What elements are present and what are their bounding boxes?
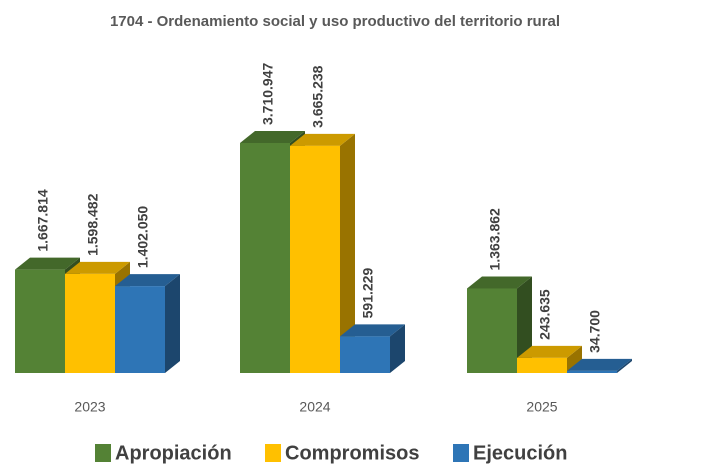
data-label: 34.700 [587, 310, 603, 353]
legend-swatch [265, 444, 281, 462]
data-label: 3.710.947 [260, 63, 276, 125]
legend-label: Apropiación [115, 442, 232, 464]
data-label: 243.635 [537, 289, 553, 340]
legend-label: Compromisos [285, 442, 419, 464]
x-tick-label: 2025 [526, 399, 557, 415]
data-label: 591.229 [360, 268, 376, 319]
bar [517, 358, 567, 373]
data-label: 3.665.238 [310, 65, 326, 127]
data-label: 1.598.482 [85, 193, 101, 255]
bar [340, 336, 390, 373]
bar [65, 274, 115, 373]
bar [467, 288, 517, 373]
data-label: 1.363.862 [487, 208, 503, 270]
chart-title: 1704 - Ordenamiento social y uso product… [110, 13, 560, 30]
bar [290, 146, 340, 373]
data-label: 1.402.050 [135, 206, 151, 268]
legend-label: Ejecución [473, 442, 567, 464]
bar [567, 371, 617, 373]
x-tick-label: 2024 [299, 399, 330, 415]
x-tick-label: 2023 [74, 399, 105, 415]
legend-swatch [95, 444, 111, 462]
chart: 1704 - Ordenamiento social y uso product… [0, 0, 719, 470]
bar [115, 286, 165, 373]
legend-swatch [453, 444, 469, 462]
bar [240, 143, 290, 373]
bar [15, 270, 65, 373]
bar-side [165, 274, 180, 373]
data-label: 1.667.814 [35, 189, 51, 251]
